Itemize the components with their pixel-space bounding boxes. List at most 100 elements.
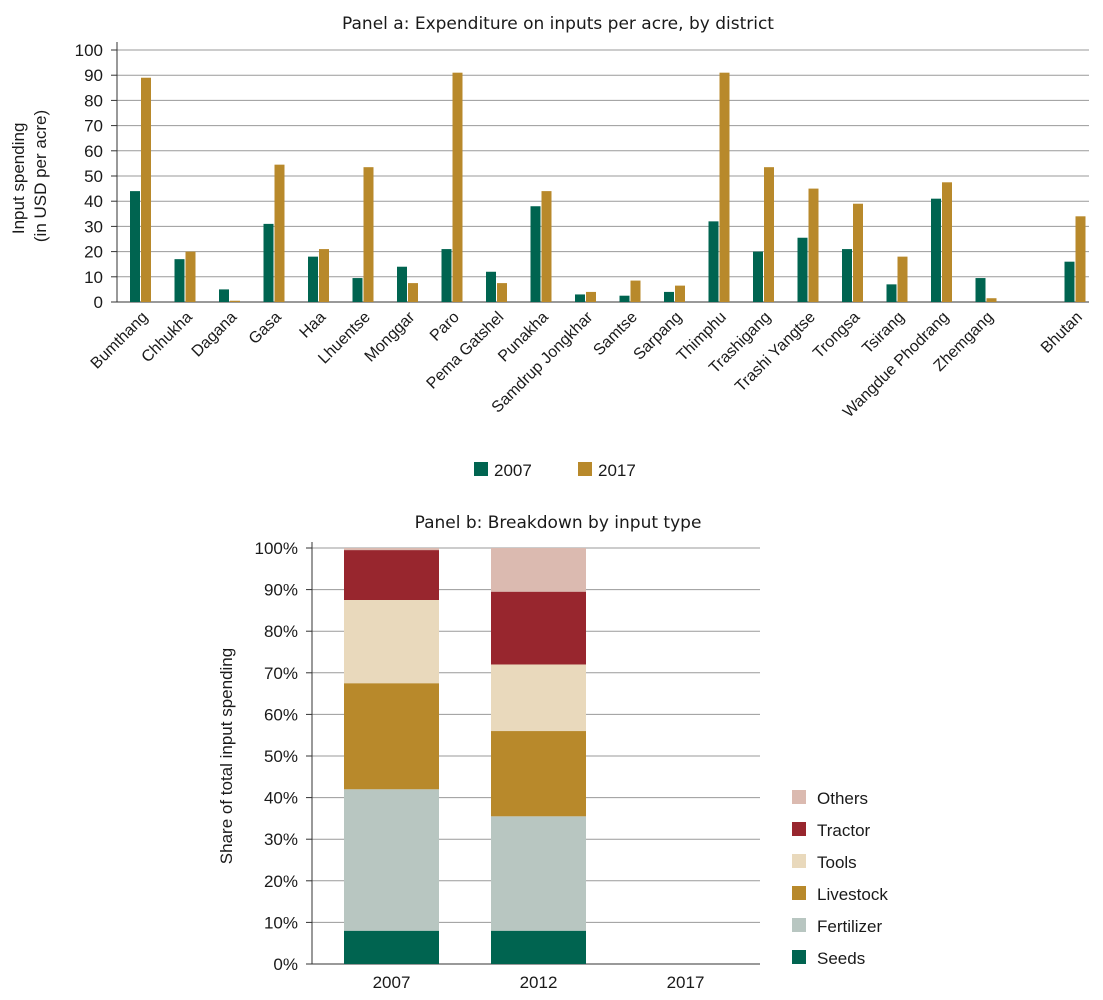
panel-b-legend-swatch-fertilizer	[792, 918, 806, 932]
panel-b-segment-2012-livestock	[491, 731, 586, 817]
panel-b-chart: Panel b: Breakdown by input type Share o…	[217, 513, 888, 992]
panel-a-legend-swatch-2007	[474, 462, 488, 476]
panel-a-y-tick-label: 100	[75, 41, 103, 60]
panel-b-y-axis-label: Share of total input spending	[217, 648, 236, 864]
panel-a-bar-2007-monggar	[397, 266, 407, 302]
panel-a-bar-2017-haa	[319, 249, 329, 302]
panel-b-legend-label: Tractor	[817, 821, 871, 840]
panel-a-bar-2007-bhutan	[1064, 261, 1075, 302]
panel-b-y-tick-label: 20%	[264, 872, 298, 891]
panel-a-y-axis-label: Input spending (in USD per acre)	[9, 110, 50, 242]
panel-b-legend-label: Fertilizer	[817, 917, 883, 936]
panel-a-bar-2017-trashigang	[764, 167, 774, 302]
panel-a-y-tick-label: 60	[84, 142, 103, 161]
panel-b-segment-2007-others	[344, 548, 439, 551]
panel-b-legend-swatch-others	[792, 790, 806, 804]
panel-a-bar-2017-bumthang	[141, 77, 151, 302]
panel-a-bar-2007-wangdue-phodrang	[931, 198, 941, 302]
panel-a-bar-2007-trashigang	[753, 251, 763, 302]
panel-b-y-tick-label: 40%	[264, 789, 298, 808]
panel-b-legend-swatch-seeds	[792, 950, 806, 964]
panel-a-bar-2017-monggar	[408, 283, 418, 302]
panel-a-x-tick-label: Dagana	[189, 309, 241, 361]
panel-a-bar-2017-pema-gatshel	[497, 283, 507, 302]
panel-a-x-tick-label: Haa	[297, 309, 330, 342]
panel-b-segment-2007-tractor	[344, 550, 439, 600]
panel-b-x-tick-label: 2012	[520, 973, 558, 992]
panel-a-bar-2017-tsirang	[897, 256, 908, 302]
panel-a-x-tick-label: Bumthang	[88, 309, 152, 373]
panel-a-bar-2017-paro	[452, 72, 463, 303]
panel-a-y-tick-label: 10	[84, 268, 103, 287]
panel-b-segment-2012-seeds	[491, 930, 586, 964]
panel-a-bar-2017-samtse	[630, 280, 641, 302]
panel-a-bar-2007-zhemgang	[975, 278, 986, 302]
panel-a-bar-2007-samdrup-jongkhar	[575, 294, 585, 302]
panel-b-segment-2007-tools	[344, 600, 439, 684]
panel-a-bar-2007-thimphu	[708, 221, 719, 302]
panel-a-bar-2007-sarpang	[664, 291, 674, 302]
panel-a-bar-2017-trongsa	[853, 203, 863, 302]
panel-b-legend-swatch-tractor	[792, 822, 806, 836]
panel-a-y-tick-label: 20	[84, 243, 103, 262]
panel-a-bar-2017-samdrup-jongkhar	[586, 291, 596, 302]
panel-b-segment-2007-fertilizer	[344, 789, 439, 931]
panel-b-legend-label: Livestock	[817, 885, 888, 904]
panel-a-bar-2017-lhuentse	[363, 167, 374, 302]
panel-a-y-tick-label: 0	[94, 293, 103, 312]
panel-b-y-tick-label: 30%	[264, 830, 298, 849]
panel-a-title: Panel a: Expenditure on inputs per acre,…	[342, 14, 774, 34]
panel-b-y-tick-label: 80%	[264, 622, 298, 641]
panel-b-x-tick-label: 2017	[667, 973, 705, 992]
panel-a-x-tick-label: Gasa	[246, 309, 285, 348]
panel-a-bar-2007-dagana	[219, 289, 229, 302]
panel-a-y-tick-label: 30	[84, 217, 103, 236]
panel-a-chart: Panel a: Expenditure on inputs per acre,…	[9, 14, 1089, 480]
panel-b-x-tick-label: 2007	[373, 973, 411, 992]
panel-a-bar-2007-samtse	[619, 295, 630, 302]
panel-b-legend-label: Tools	[817, 853, 857, 872]
panel-b-legend-swatch-livestock	[792, 886, 806, 900]
panel-a-x-tick-label: Paro	[427, 309, 463, 345]
panel-a-bar-2007-gasa	[263, 223, 274, 302]
panel-b-y-tick-label: 50%	[264, 747, 298, 766]
panel-a-y-axis-label-line-2: (in USD per acre)	[31, 110, 50, 242]
panel-b-legend-label: Seeds	[817, 949, 865, 968]
panel-a-y-axis-label-line-1: Input spending	[9, 123, 28, 235]
panel-b-segment-2012-fertilizer	[491, 816, 586, 931]
panel-b-segment-2007-seeds	[344, 930, 439, 964]
panel-a-x-tick-label: Pema Gatshel	[424, 309, 508, 393]
panel-a-bar-2007-pema-gatshel	[486, 271, 496, 302]
panel-b-segment-2007-livestock	[344, 683, 439, 790]
panel-b-y-tick-label: 60%	[264, 705, 298, 724]
panel-a-bar-2017-thimphu	[719, 72, 730, 303]
panel-a-bar-2017-dagana	[230, 300, 240, 302]
panel-a-bar-2007-tsirang	[886, 284, 897, 302]
panel-b-legend-swatch-tools	[792, 854, 806, 868]
panel-b-segment-2012-others	[491, 548, 586, 592]
panel-a-bar-2017-sarpang	[675, 285, 685, 302]
panel-b-segment-2012-tractor	[491, 591, 586, 665]
panel-a-bar-2007-haa	[308, 256, 318, 302]
panel-a-legend-label: 2007	[494, 461, 532, 480]
panel-b-y-tick-label: 10%	[264, 913, 298, 932]
panel-b-y-tick-label: 70%	[264, 664, 298, 683]
panel-a-bar-2017-wangdue-phodrang	[942, 182, 952, 302]
panel-a-x-tick-label: Bhutan	[1038, 309, 1086, 357]
panel-a-bar-2017-gasa	[274, 164, 285, 302]
panel-a-y-tick-label: 70	[84, 117, 103, 136]
panel-a-y-tick-label: 40	[84, 192, 103, 211]
panel-a-bar-2017-punakha	[541, 191, 552, 302]
panel-a-legend-label: 2017	[598, 461, 636, 480]
panel-a-y-tick-label: 80	[84, 91, 103, 110]
panel-a-bar-2007-paro	[441, 249, 452, 302]
panel-a-x-tick-label: Trashi Yangtse	[732, 309, 819, 396]
panel-a-bar-2007-bumthang	[130, 191, 140, 302]
panel-a-bar-2007-trashi-yangtse	[797, 237, 808, 302]
panel-a-bar-2007-punakha	[530, 206, 541, 302]
panel-b-y-tick-label: 100%	[255, 539, 298, 558]
panel-a-y-tick-label: 50	[84, 167, 103, 186]
panel-a-bar-2017-bhutan	[1075, 216, 1086, 302]
